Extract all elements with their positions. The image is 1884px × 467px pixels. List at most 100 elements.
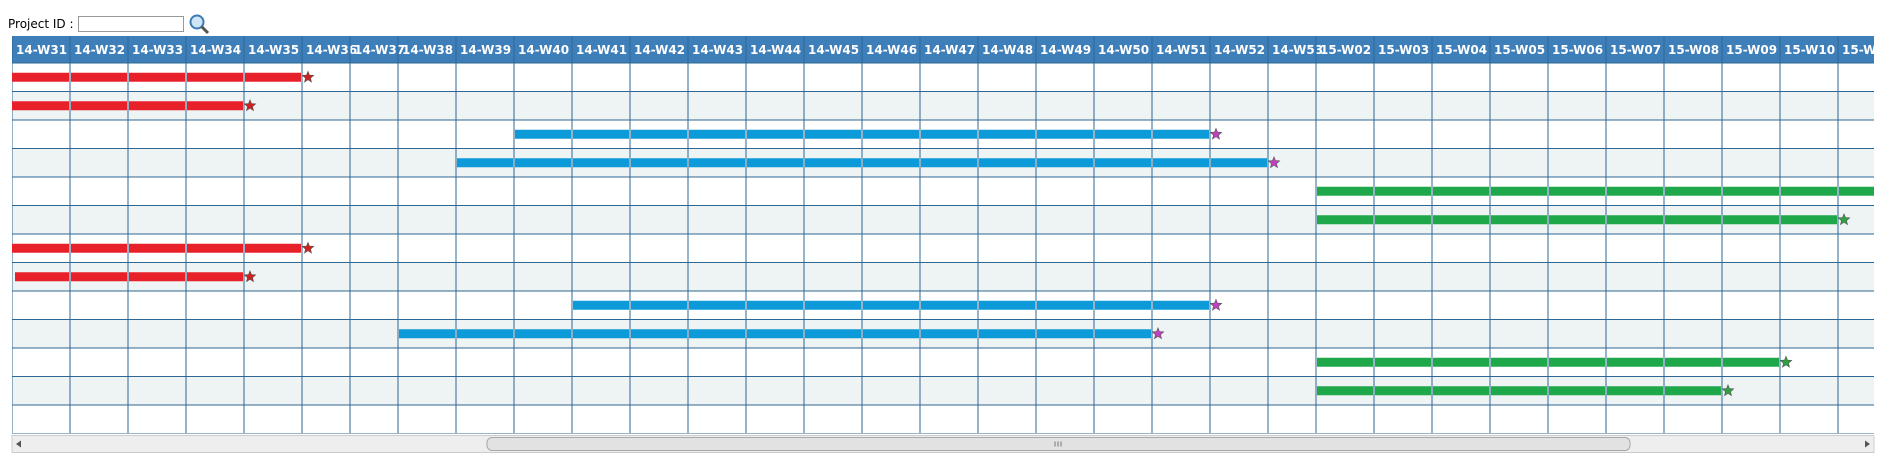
bar-segment [1781,215,1837,225]
bar-segment [747,129,803,139]
bar-segment [805,129,861,139]
week-label: 14-W38 [402,43,453,57]
bar-segment [863,129,919,139]
bar-segment [245,72,301,82]
week-label: 14-W48 [982,43,1033,57]
task-bar[interactable] [10,70,315,83]
bar-segment [689,158,745,168]
bar-segment [129,72,185,82]
task-bar[interactable] [515,127,1223,140]
bar-segment [187,243,243,253]
grid-area: 14-W31 14-W32 14-W33 14-W34 14-W35 14-W3614-W… [10,36,1884,434]
search-label: Project ID : [8,17,74,31]
bar-segment [129,272,185,282]
bar-segment [1095,158,1151,168]
bar-segment [1549,357,1605,367]
bar-segment [747,158,803,168]
task-bar[interactable] [10,241,315,254]
bar-segment [1317,386,1373,396]
bar-segment [129,101,185,111]
bar-segment [399,329,455,339]
week-label: 14-W32 [74,43,125,57]
bar-segment [1317,215,1373,225]
week-label: 15-W05 [1494,43,1545,57]
milestone-star[interactable] [301,70,315,83]
bar-segment [631,300,687,310]
search-bar: Project ID : [8,12,210,36]
week-label: 15-W06 [1552,43,1603,57]
project-id-input[interactable] [77,16,184,32]
bar-segment [1607,357,1663,367]
milestone-star[interactable] [1209,127,1223,140]
week-label: 14-W39 [460,43,511,57]
bar-segment [921,158,977,168]
task-bar[interactable] [573,298,1223,311]
bar-segment [1037,158,1093,168]
bar-segment [573,300,629,310]
bar-segment [1491,186,1547,196]
week-label: 14-W51 [1156,43,1207,57]
bar-segment [573,158,629,168]
task-bar[interactable] [1317,355,1793,368]
bar-segment [1433,215,1489,225]
search-button[interactable] [188,13,210,35]
task-bar[interactable] [10,98,257,112]
week-label: 15-W10 [1784,43,1835,57]
bar-segment [187,101,243,111]
bar-segment [921,300,977,310]
bar-segment [805,158,861,168]
milestone-star[interactable] [301,241,315,254]
bar-segment [863,158,919,168]
bar-segment [1665,186,1721,196]
scroll-right[interactable] [1865,440,1870,448]
week-label: 14-W45 [808,43,859,57]
bar-segment [457,329,513,339]
bar-segment [631,329,687,339]
bar-segment [1317,357,1373,367]
week-label: 15-W02 [1320,43,1371,57]
bar-segment [1153,129,1209,139]
task-bar[interactable] [1317,186,1884,196]
bar-segment [1665,215,1721,225]
task-bar[interactable] [399,326,1165,340]
bar-segment [245,243,301,253]
bar-segment [747,329,803,339]
task-bar[interactable] [1317,212,1851,226]
bar-segment [1491,386,1547,396]
bar-segment [71,101,127,111]
bar-segment [1037,329,1093,339]
bar-segment [1665,386,1721,396]
horizontal-scrollbar[interactable] [11,435,1875,453]
milestone-star[interactable] [1209,298,1223,311]
scroll-left[interactable] [16,440,21,448]
milestone-star[interactable] [1151,326,1165,340]
task-bar[interactable] [1317,383,1735,397]
week-label: 14-W36 [306,43,357,57]
milestone-star[interactable] [1837,212,1851,226]
row [12,63,1874,92]
week-label: 14-W52 [1214,43,1265,57]
milestone-star[interactable] [243,269,257,283]
milestone-star[interactable] [243,98,257,112]
bar-segment [71,272,127,282]
milestone-star[interactable] [1267,155,1281,169]
task-bar[interactable] [15,269,257,283]
bar-segment [863,300,919,310]
bar-segment [689,129,745,139]
bar-segment [1153,158,1209,168]
bar-segment [1037,129,1093,139]
milestone-star[interactable] [1721,383,1735,397]
bar-segment [1433,386,1489,396]
task-bar[interactable] [457,155,1281,169]
milestone-star[interactable] [1779,355,1793,368]
week-label: 15-W07 [1610,43,1661,57]
week-label: 14-W47 [924,43,975,57]
bar-segment [1375,186,1431,196]
week-label: 14-W40 [518,43,569,57]
bar-segment [1607,386,1663,396]
bar-segment [573,129,629,139]
week-label: 14-W46 [866,43,917,57]
week-label: 14-W49 [1040,43,1091,57]
week-label: 14-W34 [190,43,241,57]
